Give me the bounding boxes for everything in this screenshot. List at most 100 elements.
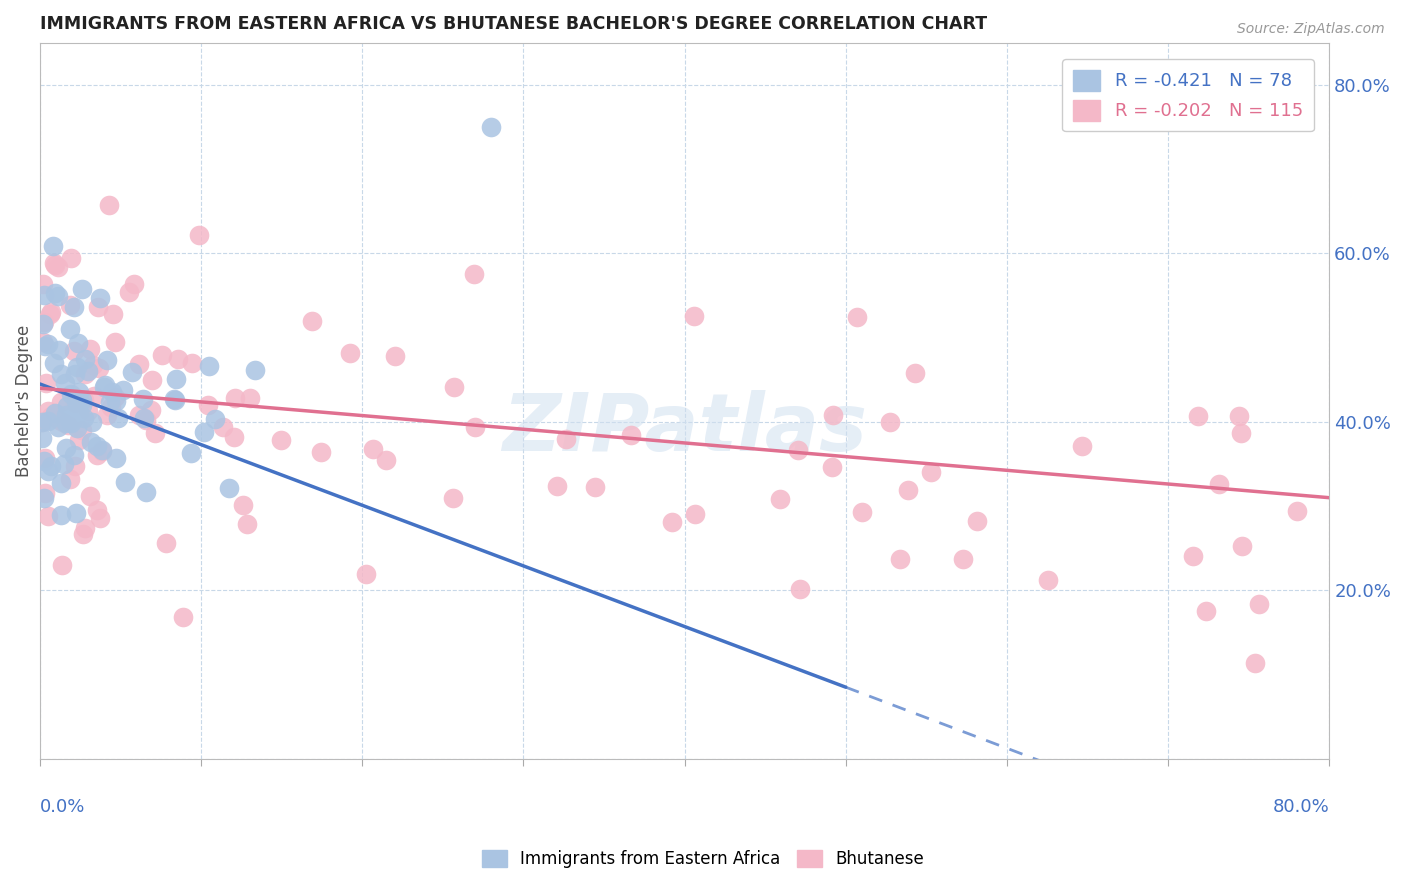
Point [846,310,869,324]
Point [1232,539,1254,553]
Point [167,351,190,366]
Point [72,411,94,425]
Point [59,472,82,486]
Text: 80.0%: 80.0% [1272,798,1329,816]
Point [63,448,86,462]
Point [100,384,122,399]
Point [204,412,226,426]
Point [32,335,55,350]
Point [239,392,262,406]
Point [86,439,108,453]
Point [79,489,101,503]
Point [73,392,96,407]
Point [143,425,166,440]
Point [48,413,70,427]
Point [79,342,101,356]
Point [49,394,72,409]
Point [683,309,706,323]
Point [787,443,810,458]
Point [73,521,96,535]
Point [356,566,378,581]
Point [60,416,83,430]
Point [339,346,361,360]
Point [65,396,87,410]
Point [37,508,59,523]
Point [309,445,332,459]
Point [180,446,202,460]
Point [224,430,246,444]
Point [34,339,56,353]
Point [42,239,65,253]
Point [67,384,90,399]
Point [620,428,643,442]
Point [1187,409,1209,423]
Y-axis label: Bachelor's Degree: Bachelor's Degree [15,325,32,477]
Point [128,408,150,422]
Point [49,367,72,381]
Point [32,318,55,332]
Point [70,282,93,296]
Point [82,358,104,372]
Point [34,376,56,390]
Point [821,460,844,475]
Point [97,197,120,211]
Point [1230,425,1253,440]
Point [31,415,53,429]
Point [63,367,86,381]
Point [46,288,69,302]
Point [63,408,86,422]
Point [464,420,486,434]
Point [1071,438,1094,452]
Point [42,356,65,370]
Point [463,267,485,281]
Point [75,367,97,381]
Point [31,277,53,291]
Point [165,371,187,385]
Point [67,405,90,419]
Point [65,506,87,520]
Point [124,277,146,292]
Text: IMMIGRANTS FROM EASTERN AFRICA VS BHUTANESE BACHELOR'S DEGREE CORRELATION CHART: IMMIGRANTS FROM EASTERN AFRICA VS BHUTAN… [39,15,987,33]
Point [91,442,114,457]
Point [141,373,163,387]
Point [89,511,111,525]
Point [188,228,211,243]
Text: ZIPatlas: ZIPatlas [502,391,868,468]
Point [1227,409,1250,423]
Point [56,400,79,414]
Point [851,505,873,519]
Point [79,435,101,450]
Point [118,285,141,299]
Point [172,610,194,624]
Point [53,376,76,391]
Point [55,416,77,430]
Point [107,411,129,425]
Point [555,432,578,446]
Point [83,389,105,403]
Point [966,514,988,528]
Point [46,260,69,274]
Point [32,315,55,329]
Point [62,408,84,422]
Point [63,458,86,473]
Point [96,408,118,422]
Point [56,418,79,433]
Point [80,416,103,430]
Point [39,459,62,474]
Point [87,300,110,314]
Point [132,410,155,425]
Point [443,380,465,394]
Point [211,420,233,434]
Point [93,380,115,394]
Point [96,353,118,368]
Point [48,343,70,357]
Point [51,558,73,573]
Point [1208,476,1230,491]
Point [111,384,134,398]
Point [245,363,267,377]
Point [232,498,254,512]
Point [37,414,59,428]
Point [52,457,75,471]
Point [903,366,925,380]
Point [52,415,75,429]
